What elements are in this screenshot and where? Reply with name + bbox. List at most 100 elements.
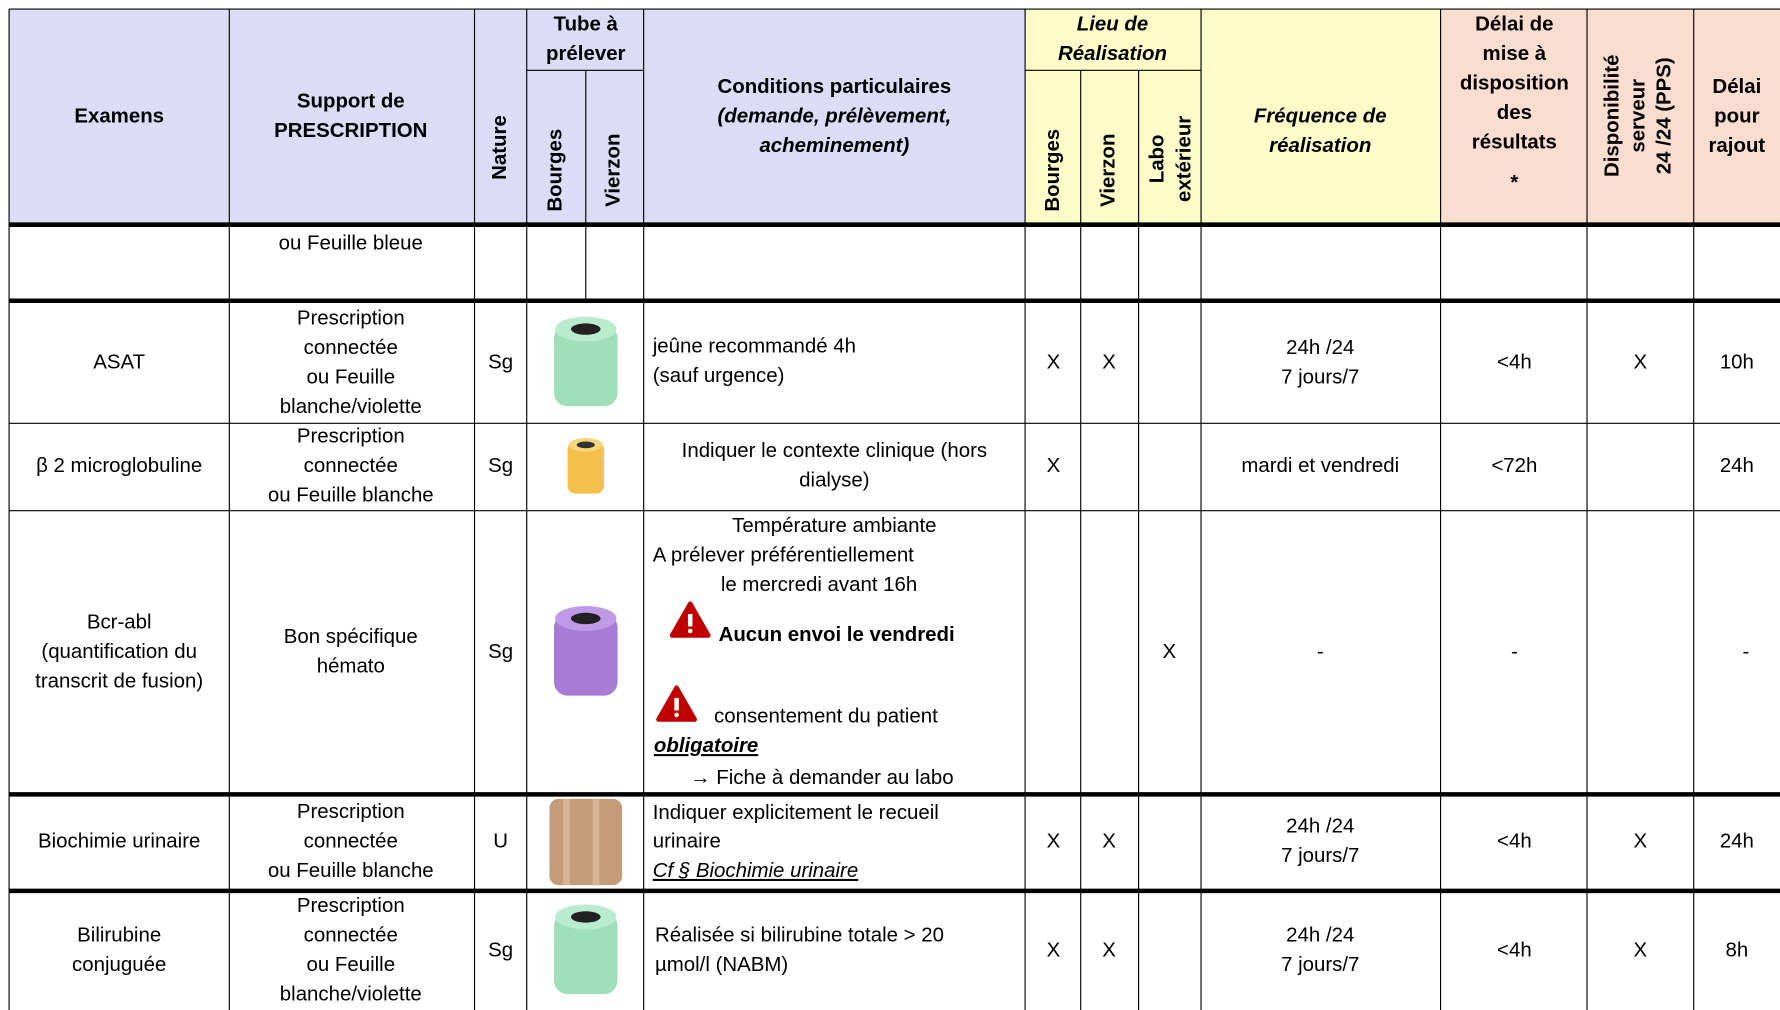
- cell-text: transcrit de fusion): [35, 670, 203, 692]
- cell-text: connectée: [304, 830, 398, 852]
- cell-text: Bcr-abl: [87, 611, 152, 633]
- cell-text: Température ambiante: [732, 515, 936, 537]
- cell-text: X: [1162, 641, 1176, 663]
- header-text: Délai de: [1475, 13, 1553, 35]
- cell-text: Bon spécifique: [284, 626, 418, 648]
- cell-text: Sg: [488, 939, 513, 961]
- cell-text: ou Feuille: [306, 366, 395, 388]
- cell-text: (quantification du: [41, 641, 197, 663]
- cell-text: -: [1511, 641, 1518, 663]
- header-backgrounds: [9, 9, 1780, 225]
- cell-text: Prescription: [297, 895, 405, 917]
- header-text: réalisation: [1269, 135, 1371, 157]
- cell-text: hémato: [317, 656, 385, 678]
- cell-text: connectée: [304, 337, 398, 359]
- cell-text: (sauf urgence): [653, 365, 785, 387]
- cell-text: ou Feuille: [306, 954, 395, 976]
- cell-text: X: [1047, 830, 1061, 852]
- cell-text: Prescription: [297, 801, 405, 823]
- header-text: Vierzon: [603, 134, 625, 207]
- link: Cf § Biochimie urinaire: [653, 860, 858, 882]
- cell-text: Indiquer le contexte clinique (hors: [682, 440, 987, 462]
- cell-text: 7 jours/7: [1281, 366, 1359, 388]
- header-text: PRESCRIPTION: [274, 120, 427, 142]
- header-text: Tube à: [554, 13, 619, 35]
- cell-text: 24h: [1720, 830, 1754, 852]
- cell-text: le mercredi avant 16h: [721, 574, 917, 596]
- cell-text: X: [1102, 939, 1116, 961]
- header-text: des: [1497, 102, 1532, 124]
- header-text: disposition: [1460, 72, 1569, 94]
- cell-text: <72h: [1491, 455, 1537, 477]
- cell-text: <4h: [1497, 939, 1532, 961]
- cell-text: urinaire: [653, 830, 721, 852]
- cell-text: → Fiche à demander au labo: [690, 767, 953, 789]
- header-text: Nature: [489, 115, 511, 180]
- header-text: Support de: [297, 91, 405, 113]
- cell-text: β 2 microglobuline: [36, 455, 202, 477]
- header-text: Bourges: [1042, 129, 1064, 212]
- cell-text: connectée: [304, 455, 398, 477]
- header-text: rajout: [1708, 135, 1765, 157]
- cell-text: U: [493, 830, 508, 852]
- cell-text: Bilirubine: [77, 925, 161, 947]
- header-text: Lieu de: [1077, 13, 1149, 35]
- cell-text: ou Feuille bleue: [279, 232, 423, 254]
- table-grid: [8, 8, 1780, 1010]
- cell-text: connectée: [304, 925, 398, 947]
- cell-text: Indiquer explicitement le recueil: [653, 802, 939, 824]
- cell-text: Sg: [488, 352, 513, 374]
- cell-text: mardi et vendredi: [1241, 455, 1399, 477]
- cell-text: Réalisée si bilirubine totale > 20: [655, 925, 944, 947]
- cell-text: X: [1047, 455, 1061, 477]
- cell-text: 24h /24: [1286, 337, 1354, 359]
- header-text: Vierzon: [1097, 134, 1119, 207]
- header-text: Examens: [74, 105, 164, 127]
- cell-text: dialyse): [799, 470, 869, 492]
- cell-text: conjuguée: [72, 954, 166, 976]
- header-text: 24 /24 (PPS): [1654, 57, 1676, 174]
- cell-text: 24h /24: [1286, 816, 1354, 838]
- header-text: résultats: [1472, 131, 1557, 153]
- cell-text: <4h: [1497, 352, 1532, 374]
- header-text: Bourges: [545, 129, 567, 212]
- cell-text: Prescription: [297, 307, 405, 329]
- cell-text: 8h: [1726, 939, 1749, 961]
- cell-text: X: [1634, 352, 1648, 374]
- cell-text: 24h /24: [1286, 925, 1354, 947]
- cell-text: ou Feuille blanche: [268, 484, 434, 506]
- cell-text: -: [1743, 641, 1750, 663]
- cell-text: obligatoire: [654, 735, 758, 757]
- cell-text: Sg: [488, 455, 513, 477]
- cell-text: X: [1102, 352, 1116, 374]
- cell-text: X: [1047, 939, 1061, 961]
- cell-text: X: [1102, 830, 1116, 852]
- cell-text: <4h: [1497, 830, 1532, 852]
- header-text: pour: [1714, 105, 1759, 127]
- cell-text: -: [1317, 641, 1324, 663]
- tube-icons: [549, 316, 623, 995]
- cell-text: 10h: [1720, 352, 1754, 374]
- header-text: serveur: [1628, 79, 1650, 153]
- header-text: (demande, prélèvement,: [717, 105, 951, 127]
- required-marker: *: [1510, 172, 1518, 194]
- cell-text: µmol/l (NABM): [655, 954, 788, 976]
- header-text: Labo: [1146, 134, 1168, 183]
- cell-text: Aucun envoi le vendredi: [719, 624, 955, 646]
- header-text: Délai: [1712, 76, 1761, 98]
- cell-text: A prélever préférentiellement: [653, 544, 914, 566]
- header-text: prélever: [546, 43, 626, 65]
- cell-text: Prescription: [297, 425, 405, 447]
- cell-text: jeûne recommandé 4h: [652, 336, 856, 358]
- header-text: Disponibilité: [1602, 54, 1624, 177]
- warning-icons: [656, 601, 711, 722]
- cell-text: 7 jours/7: [1281, 954, 1359, 976]
- cell-text: Biochimie urinaire: [38, 830, 200, 852]
- cell-text: blanche/violette: [280, 984, 422, 1006]
- cell-text: Sg: [488, 641, 513, 663]
- cell-text: 7 jours/7: [1281, 845, 1359, 867]
- cell-text: X: [1634, 939, 1648, 961]
- header-text: Réalisation: [1058, 43, 1167, 65]
- header-text: mise à: [1483, 43, 1547, 65]
